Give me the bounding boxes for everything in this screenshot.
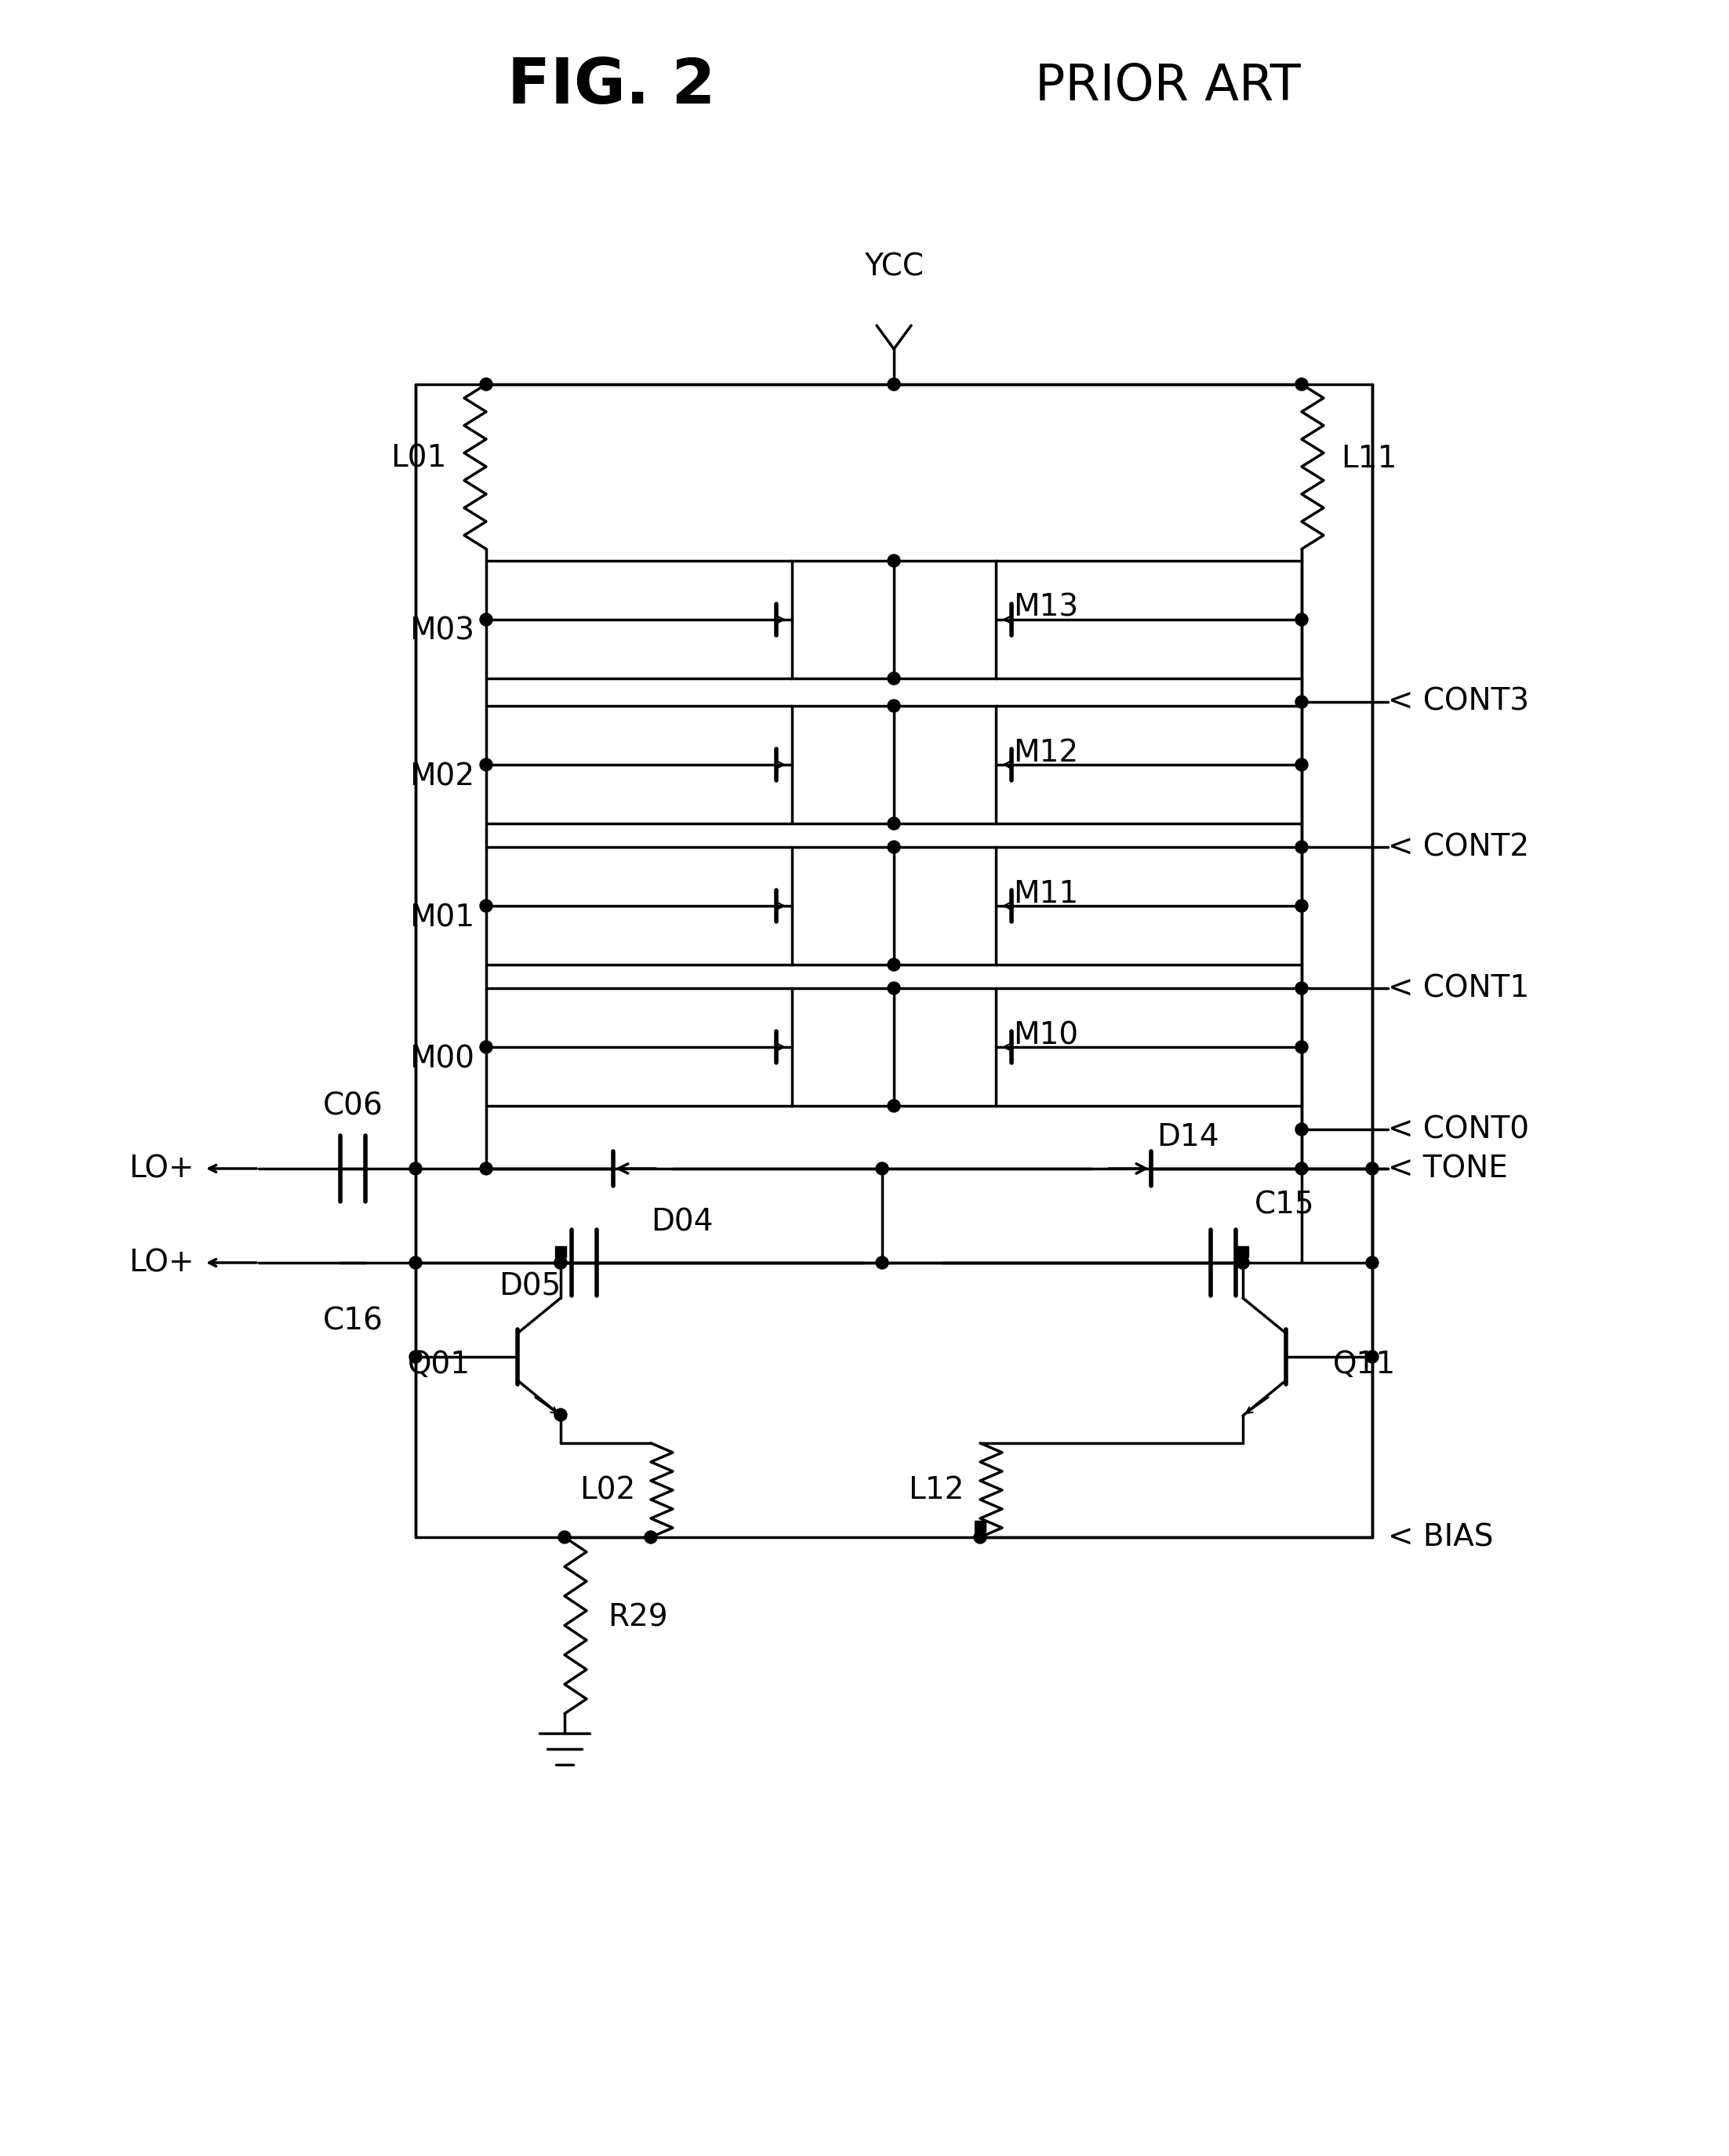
Circle shape	[887, 554, 901, 567]
Text: C15: C15	[1255, 1190, 1314, 1220]
Circle shape	[887, 981, 901, 994]
Circle shape	[1295, 377, 1307, 390]
Text: < CONT0: < CONT0	[1388, 1115, 1528, 1145]
Circle shape	[555, 1257, 567, 1270]
Text: LO+: LO+	[130, 1248, 194, 1279]
Text: R29: R29	[607, 1602, 667, 1632]
Circle shape	[1366, 1257, 1378, 1270]
Circle shape	[1295, 1041, 1307, 1054]
Text: < CONT3: < CONT3	[1388, 688, 1528, 716]
Circle shape	[410, 1350, 422, 1363]
Circle shape	[1236, 1257, 1248, 1270]
Text: C06: C06	[323, 1091, 382, 1121]
Text: < BIAS: < BIAS	[1388, 1522, 1494, 1552]
Text: L12: L12	[908, 1475, 965, 1505]
Text: M10: M10	[1013, 1020, 1079, 1050]
Circle shape	[555, 1257, 567, 1270]
Text: Q01: Q01	[408, 1350, 470, 1380]
Circle shape	[1295, 696, 1307, 707]
Text: M12: M12	[1013, 737, 1079, 768]
Bar	[792, 847, 996, 964]
Bar	[555, 1246, 565, 1257]
Circle shape	[1366, 1162, 1378, 1175]
Bar	[975, 1520, 986, 1531]
Text: L11: L11	[1342, 444, 1397, 474]
Circle shape	[1366, 1350, 1378, 1363]
Circle shape	[645, 1531, 657, 1544]
Circle shape	[1295, 612, 1307, 625]
Text: M13: M13	[1013, 593, 1079, 623]
Text: M02: M02	[410, 761, 474, 791]
Circle shape	[887, 817, 901, 830]
Text: LO+: LO+	[130, 1153, 194, 1184]
Circle shape	[887, 377, 901, 390]
Circle shape	[1295, 899, 1307, 912]
Text: M01: M01	[410, 903, 474, 934]
Circle shape	[481, 612, 493, 625]
Bar	[792, 561, 996, 679]
Text: D05: D05	[498, 1272, 560, 1302]
Circle shape	[410, 1257, 422, 1270]
Bar	[1238, 1246, 1248, 1257]
Text: L01: L01	[391, 444, 448, 474]
Text: M00: M00	[410, 1044, 474, 1074]
Text: FIG. 2: FIG. 2	[508, 56, 716, 116]
Circle shape	[887, 699, 901, 711]
Bar	[792, 987, 996, 1106]
Circle shape	[887, 1100, 901, 1112]
Circle shape	[481, 1162, 493, 1175]
Circle shape	[887, 673, 901, 686]
Text: L02: L02	[579, 1475, 635, 1505]
Circle shape	[555, 1408, 567, 1421]
Text: M11: M11	[1013, 880, 1079, 910]
Circle shape	[877, 1162, 889, 1175]
Text: D14: D14	[1157, 1123, 1219, 1151]
Text: M03: M03	[410, 617, 474, 647]
Text: < CONT1: < CONT1	[1388, 972, 1528, 1003]
Text: Q11: Q11	[1333, 1350, 1395, 1380]
Circle shape	[1295, 1123, 1307, 1136]
Text: < CONT2: < CONT2	[1388, 832, 1528, 862]
Bar	[792, 705, 996, 824]
Circle shape	[887, 841, 901, 854]
Circle shape	[481, 1041, 493, 1054]
Circle shape	[877, 1257, 889, 1270]
Text: D04: D04	[650, 1207, 712, 1238]
Circle shape	[973, 1531, 987, 1544]
Circle shape	[1295, 841, 1307, 854]
Text: YCC: YCC	[864, 252, 923, 282]
Text: C16: C16	[323, 1307, 384, 1335]
Circle shape	[481, 759, 493, 772]
Circle shape	[481, 899, 493, 912]
Text: < TONE: < TONE	[1388, 1153, 1508, 1184]
Circle shape	[1236, 1257, 1248, 1270]
Circle shape	[1295, 981, 1307, 994]
Circle shape	[1295, 759, 1307, 772]
Circle shape	[481, 377, 493, 390]
Circle shape	[410, 1162, 422, 1175]
Text: PRIOR ART: PRIOR ART	[1036, 63, 1300, 110]
Circle shape	[558, 1531, 571, 1544]
Circle shape	[887, 959, 901, 970]
Circle shape	[1295, 1162, 1307, 1175]
